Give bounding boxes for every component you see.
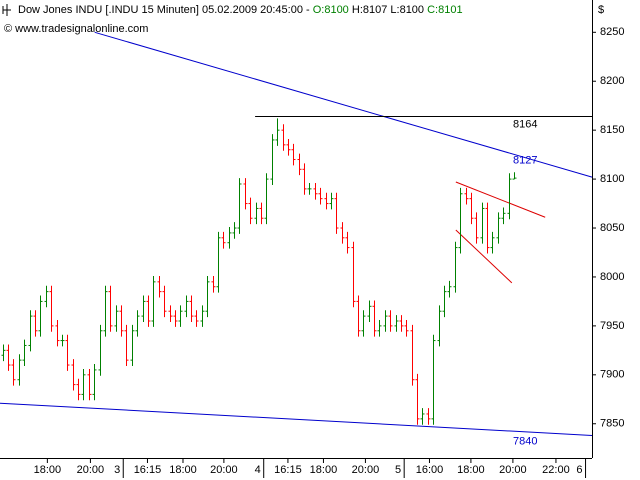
y-tick-label: 8150 (600, 124, 624, 136)
trend-line (94, 31, 593, 178)
x-tick-label: 16:15 (274, 464, 302, 476)
x-tick-label: 18:00 (34, 464, 62, 476)
x-tick-label: 4 (255, 464, 261, 476)
y-tick-label: 7850 (600, 418, 624, 430)
menu-icon (2, 4, 11, 16)
price-label: 8127 (513, 155, 537, 167)
trend-line (0, 402, 593, 436)
x-tick-label: 22:00 (542, 464, 570, 476)
trend-line (455, 181, 546, 218)
y-tick-label: 8250 (600, 26, 624, 38)
price-label: 8164 (513, 118, 537, 130)
x-tick-label: 6 (576, 464, 582, 476)
x-tick-label: 20:00 (499, 464, 527, 476)
x-tick-label: 18:00 (169, 464, 197, 476)
chart-title: Dow Jones INDU [.INDU 15 Minuten] 05.02.… (18, 4, 463, 16)
x-tick-label: 16:15 (134, 464, 162, 476)
close-text: C:8101 (427, 4, 462, 16)
y-tick-label: 8200 (600, 75, 624, 87)
x-tick-label: 20:00 (77, 464, 105, 476)
price-label: 7840 (513, 435, 537, 447)
x-tick-label: 3 (114, 464, 120, 476)
currency: $ (598, 4, 604, 16)
x-tick-label: 18:00 (310, 464, 338, 476)
high-low-text: H:8107 L:8100 (352, 4, 424, 16)
y-tick-label: 7900 (600, 369, 624, 381)
x-tick-label: 16:00 (416, 464, 444, 476)
copyright: © www.tradesignalonline.com (4, 23, 148, 35)
trend-line (455, 229, 513, 284)
y-tick-label: 8050 (600, 222, 624, 234)
x-tick-label: 20:00 (210, 464, 238, 476)
y-tick-label: 8100 (600, 173, 624, 185)
open-text: O:8100 (313, 4, 349, 16)
y-tick-label: 8000 (600, 271, 624, 283)
x-tick-label: 20:00 (352, 464, 380, 476)
x-tick-label: 18:00 (457, 464, 485, 476)
y-tick-label: 7950 (600, 320, 624, 332)
x-tick-label: 5 (395, 464, 401, 476)
title-text: Dow Jones INDU [.INDU 15 Minuten] 05.02.… (18, 4, 310, 16)
